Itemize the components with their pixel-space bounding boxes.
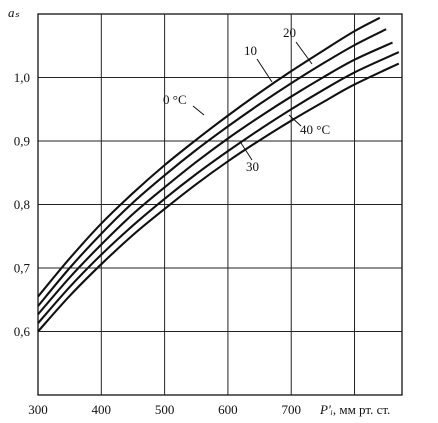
curve-label: 40 °C: [300, 122, 330, 137]
series-line-3: [37, 51, 400, 324]
curve-label: 10: [244, 43, 257, 58]
x-tick-label: 600: [218, 402, 238, 417]
y-tick-label: 0,8: [14, 197, 30, 212]
y-axis-label: aₛ: [8, 5, 20, 20]
x-axis-label: P′ᵢ, мм рт. ст.: [319, 402, 390, 417]
curve-label-leader: [288, 114, 302, 127]
labels: 300 400 500 600 700 0,6 0,7 0,8 0,9 1,0 aₛ P′ᵢ, мм …: [8, 5, 390, 417]
curve-label-leader: [240, 142, 253, 161]
series-line-1: [37, 28, 387, 307]
curve-label-leader: [192, 105, 205, 116]
x-tick-label: 700: [281, 402, 301, 417]
grid: [37, 13, 403, 396]
series-line-2: [37, 41, 393, 316]
x-tick-label: 400: [92, 402, 112, 417]
curve-label-leader: [295, 41, 313, 65]
curve-label-leader: [256, 58, 273, 83]
x-axis-label-units: , мм рт. ст.: [333, 402, 390, 417]
y-tick-label: 0,7: [14, 261, 31, 276]
x-tick-label: 500: [155, 402, 175, 417]
curves: [37, 16, 400, 333]
curve-label: 30: [246, 159, 259, 174]
x-tick-label: 300: [28, 402, 48, 417]
series-line-4: [37, 62, 400, 333]
series-line-0: [37, 16, 381, 298]
curve-label: 20: [283, 25, 296, 40]
y-tick-label: 0,9: [14, 134, 30, 149]
y-tick-label: 1,0: [14, 70, 30, 85]
x-axis-label-variable: P′ᵢ: [319, 402, 333, 417]
curve-label: 0 °C: [163, 92, 187, 107]
y-tick-label: 0,6: [14, 324, 31, 339]
